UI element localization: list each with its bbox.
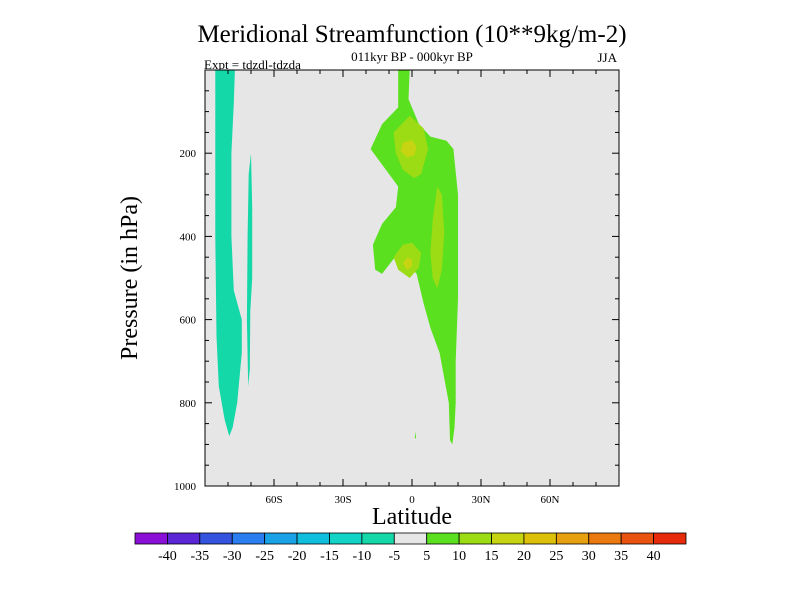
contour-region-southern-cell-strip	[246, 153, 253, 387]
colorbar-swatch	[264, 532, 298, 545]
colorbar: -40 -35 -30 -25 -20 -15 -10 -5 5 10 15 20 25 30 35 40	[134, 532, 687, 564]
contour-region-upper-core-15-20	[400, 139, 417, 158]
colorbar-label: 15	[485, 549, 499, 564]
y-tick-label: 800	[180, 398, 197, 410]
colorbar-swatch	[653, 532, 687, 545]
y-tick-label: 200	[180, 148, 197, 160]
colorbar-label: -25	[255, 549, 274, 564]
x-tick-label: 0	[409, 494, 415, 506]
contour-region-right-core-10-15	[430, 186, 445, 289]
colorbar-swatch	[134, 532, 168, 545]
contour-region-mid-core-15-20	[402, 257, 412, 270]
colorbar-label: 25	[549, 549, 563, 564]
colorbar-label: 30	[582, 549, 596, 564]
colorbar-swatch	[393, 532, 428, 545]
y-tick-label: 600	[180, 315, 197, 327]
colorbar-swatch	[167, 532, 201, 545]
y-axis-label: Pressure (in hPa)	[117, 196, 143, 360]
y-tick-label: 400	[180, 231, 197, 243]
colorbar-swatch	[426, 532, 460, 545]
x-tick-label: 60S	[265, 494, 282, 506]
colorbar-swatch	[620, 532, 654, 545]
x-tick-label: 30N	[472, 494, 491, 506]
colorbar-label: 10	[452, 549, 466, 564]
colorbar-label: 35	[614, 549, 628, 564]
x-tick-label: 30S	[334, 494, 351, 506]
x-tick-label: 60N	[541, 494, 560, 506]
contour-region-surface-speck	[414, 431, 417, 439]
colorbar-swatch	[458, 532, 492, 545]
colorbar-swatch	[555, 532, 590, 545]
season-label: JJA	[597, 50, 617, 65]
colorbar-swatch	[329, 532, 363, 545]
colorbar-label: -5	[388, 549, 400, 564]
colorbar-swatch	[491, 532, 525, 545]
colorbar-swatch	[199, 532, 233, 545]
colorbar-swatch	[231, 532, 266, 545]
y-tick-label: 1000	[174, 481, 197, 493]
colorbar-label: 5	[423, 549, 430, 564]
contour-region-southern-cell-main	[215, 70, 242, 437]
colorbar-label: 20	[517, 549, 531, 564]
colorbar-swatch	[296, 532, 330, 545]
colorbar-swatch	[588, 532, 622, 545]
colorbar-label: -35	[190, 549, 209, 564]
x-axis-label: Latitude	[372, 504, 452, 530]
colorbar-label: -15	[320, 549, 339, 564]
colorbar-swatch	[361, 532, 395, 545]
chart-subtitle: 011kyr BP - 000kyr BP	[351, 49, 473, 64]
colorbar-label: -30	[223, 549, 242, 564]
colorbar-label: 40	[647, 549, 661, 564]
colorbar-swatch	[523, 532, 557, 545]
colorbar-label: -10	[353, 549, 372, 564]
chart-title: Meridional Streamfunction (10**9kg/m-2)	[197, 21, 626, 48]
colorbar-label: -20	[288, 549, 307, 564]
colorbar-label: -40	[158, 549, 177, 564]
expt-label: Expt = tdzdl-tdzda	[204, 57, 301, 72]
